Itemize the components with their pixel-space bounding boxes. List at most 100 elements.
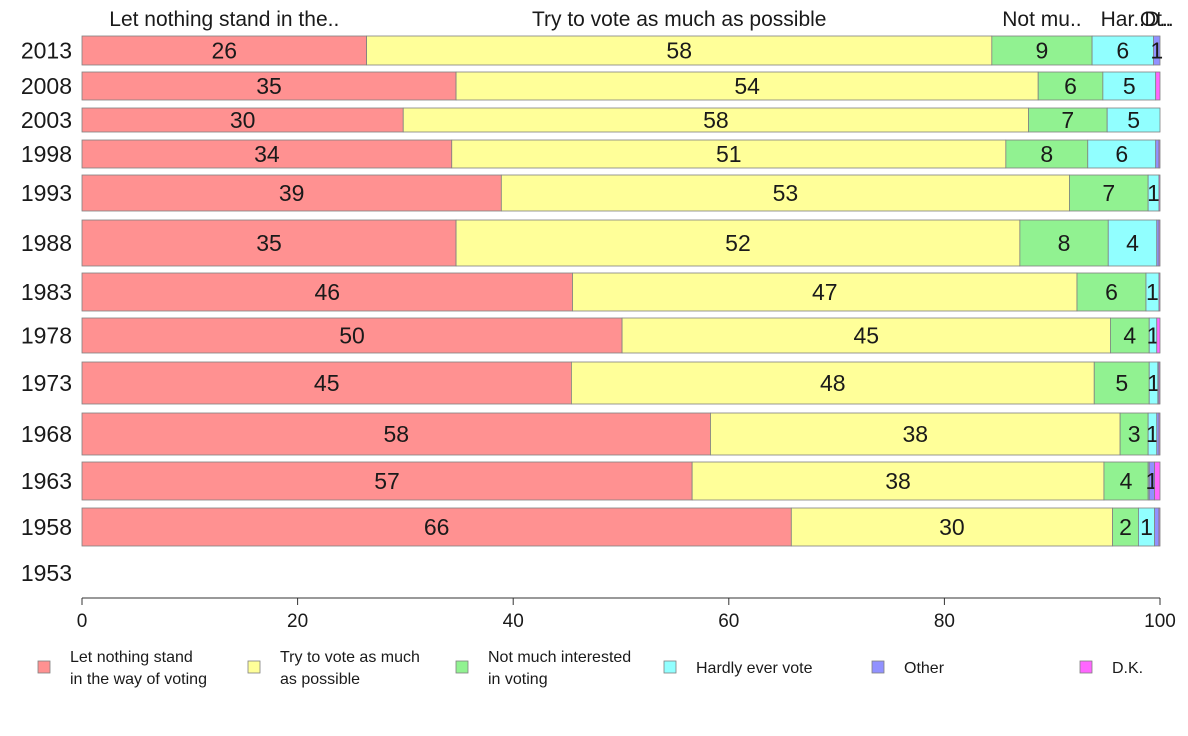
data-label: 7 — [1061, 107, 1074, 133]
bar-segment — [1107, 219, 1158, 267]
year-label: 2008 — [21, 73, 72, 99]
bar-segment — [451, 139, 1007, 169]
data-label: 1 — [1146, 421, 1159, 447]
bar-segment — [500, 174, 1070, 212]
bar-segment — [1106, 107, 1161, 133]
legend-label: Other — [904, 660, 945, 677]
year-labels: 2013 2008 2003 1998 1993 1988 1983 1978 1973 1968… — [21, 38, 72, 587]
data-label: 51 — [716, 141, 742, 167]
bar-segment — [691, 461, 1105, 501]
legend-swatch — [1079, 660, 1093, 674]
data-label: 8 — [1040, 141, 1053, 167]
data-label: 3 — [1128, 421, 1141, 447]
data-label: 6 — [1064, 73, 1077, 99]
bar-segment — [366, 35, 993, 66]
data-label: 5 — [1127, 107, 1140, 133]
legend-swatch — [455, 660, 469, 674]
x-tick-label: 0 — [77, 611, 88, 632]
year-label: 1973 — [21, 370, 72, 396]
bar-segment — [1119, 412, 1149, 456]
bar-segment — [1155, 71, 1161, 101]
year-label: 1983 — [21, 279, 72, 305]
data-label: 6 — [1115, 141, 1128, 167]
data-label: 1 — [1140, 514, 1153, 540]
data-label: 45 — [853, 323, 879, 349]
legend-label: Try to vote as much — [280, 649, 420, 666]
year-label: 1953 — [21, 560, 72, 586]
bars: 26 58 9 6 135 54 6 530 58 7 534 51 8 639 53 7 135 52 8 446 4… — [81, 35, 1163, 547]
legend-label: in the way of voting — [70, 671, 207, 688]
x-tick-label: 80 — [934, 611, 955, 632]
bar-segment — [1158, 412, 1161, 456]
bar-segment — [1069, 174, 1149, 212]
year-label: 1978 — [21, 323, 72, 349]
bar-segment — [81, 317, 623, 354]
data-label: 1 — [1147, 180, 1160, 206]
data-label: 34 — [254, 141, 280, 167]
bar-segment — [1154, 461, 1161, 501]
data-label: 26 — [211, 38, 237, 64]
data-label: 58 — [666, 38, 692, 64]
bar-segment — [1158, 174, 1161, 212]
bar-segment — [790, 507, 1113, 547]
data-label: 57 — [374, 468, 400, 494]
bar-segment — [1158, 361, 1161, 405]
bar-segment — [81, 507, 792, 547]
data-label: 5 — [1115, 370, 1128, 396]
data-label: 8 — [1058, 230, 1071, 256]
data-label: 1 — [1147, 370, 1160, 396]
series-header: Let nothing stand in the.. — [109, 8, 339, 31]
legend-label: Not much interested — [488, 649, 631, 666]
bar-segment — [455, 219, 1021, 267]
series-headers: Let nothing stand in the.. Try to vote as… — [109, 8, 1173, 31]
bar-segment — [81, 272, 573, 312]
bar-segment — [1158, 219, 1161, 267]
bar-segment — [81, 107, 404, 133]
data-label: 4 — [1120, 468, 1133, 494]
year-label: 1993 — [21, 180, 72, 206]
data-label: 1 — [1147, 323, 1160, 349]
year-label: 1963 — [21, 468, 72, 494]
x-axis: 0 20 40 60 80 100 — [77, 597, 1176, 632]
bar-segment — [81, 139, 453, 169]
year-label: 2013 — [21, 38, 72, 64]
year-label: 1958 — [21, 514, 72, 540]
legend-label: as possible — [280, 671, 360, 688]
bar-segment — [1102, 71, 1157, 101]
data-label: 53 — [773, 180, 799, 206]
bar-segment — [572, 272, 1078, 312]
data-label: 30 — [230, 107, 256, 133]
legend-label: Hardly ever vote — [696, 660, 813, 677]
bar-segment — [1005, 139, 1089, 169]
bar-segment — [81, 412, 711, 456]
data-label: 30 — [939, 514, 965, 540]
bar-segment — [621, 317, 1111, 354]
legend-label: in voting — [488, 671, 548, 688]
data-label: 46 — [314, 279, 340, 305]
bar-segment — [1110, 317, 1150, 354]
bar-segment — [81, 219, 457, 267]
data-label: 35 — [256, 73, 282, 99]
year-label: 2003 — [21, 107, 72, 133]
data-label: 38 — [902, 421, 928, 447]
series-header: Try to vote as much as possible — [532, 8, 827, 31]
bar-segment — [455, 71, 1039, 101]
year-label: 1988 — [21, 230, 72, 256]
series-header: Har.. — [1101, 8, 1145, 31]
bar-segment — [1103, 461, 1149, 501]
bar-segment — [1087, 139, 1157, 169]
bar-segment — [81, 174, 502, 212]
data-label: 6 — [1116, 38, 1129, 64]
bar-segment — [1076, 272, 1147, 312]
data-label: 58 — [383, 421, 409, 447]
data-label: 5 — [1123, 73, 1136, 99]
legend-swatch — [663, 660, 677, 674]
x-tick-label: 20 — [287, 611, 308, 632]
legend-swatch — [247, 660, 261, 674]
legend-swatch — [37, 660, 51, 674]
series-header: Not mu.. — [1002, 8, 1081, 31]
bar-segment — [1156, 317, 1161, 354]
legend: Let nothing stand in the way of voting Try… — [37, 649, 1143, 688]
data-label: 6 — [1105, 279, 1118, 305]
bar-segment — [1155, 139, 1160, 169]
